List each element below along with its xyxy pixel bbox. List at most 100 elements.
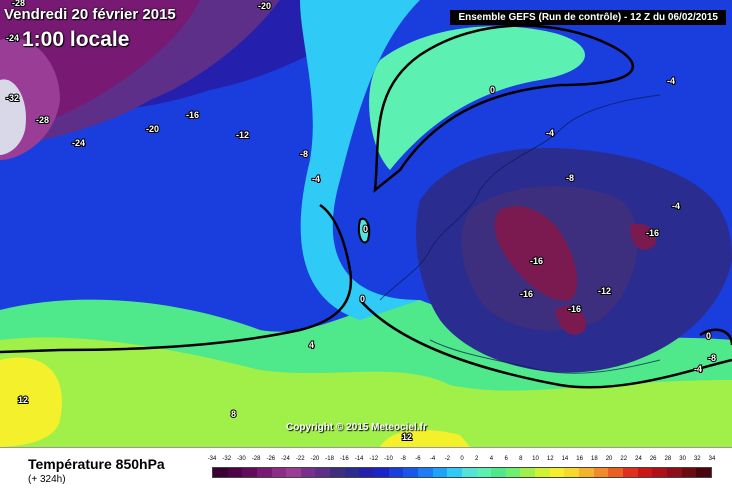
scale-tick-label: 8 xyxy=(519,456,523,462)
contour-label: 0 xyxy=(706,331,711,341)
scale-swatch xyxy=(227,468,243,477)
scale-tick-label: 6 xyxy=(504,456,508,462)
scale-swatch xyxy=(666,468,682,477)
scale-swatch xyxy=(608,468,623,477)
contour-label: -28 xyxy=(12,0,25,8)
contour-label: 12 xyxy=(402,432,412,442)
scale-tick-label: -12 xyxy=(369,456,379,462)
scale-swatch xyxy=(681,468,697,477)
forecast-date: Vendredi 20 février 2015 xyxy=(4,6,176,23)
scale-tick-label: 12 xyxy=(546,456,554,462)
copyright-notice: Copyright © 2015 Meteociel.fr xyxy=(286,422,427,433)
contour-zero-se xyxy=(699,328,732,346)
contour-label: 12 xyxy=(18,395,28,405)
contour-label: -4 xyxy=(672,201,680,211)
scale-tick-label: 30 xyxy=(679,456,686,462)
contour-zero-north xyxy=(373,24,635,193)
coastline-europe xyxy=(379,94,661,374)
scale-tick-label: -4 xyxy=(429,456,436,462)
scale-tick-label: -16 xyxy=(340,456,349,462)
contour-label: 0 xyxy=(490,85,495,95)
scale-tick-label: -6 xyxy=(415,456,421,462)
contour-label: -28 xyxy=(36,115,49,125)
scale-swatch xyxy=(491,468,506,477)
contour-label: 8 xyxy=(231,409,236,419)
model-run-info: Ensemble GEFS (Run de contrôle) - 12 Z d… xyxy=(450,10,726,25)
contour-label: -16 xyxy=(568,304,581,314)
contour-label: 0 xyxy=(363,224,368,234)
scale-swatch xyxy=(213,468,228,477)
forecast-time: 1:00 locale xyxy=(22,28,130,51)
warm-zone-12 xyxy=(0,357,62,447)
scale-swatch xyxy=(622,468,638,477)
contour-label: -8 xyxy=(300,149,308,159)
scale-swatch xyxy=(696,468,711,477)
scale-tick-label: 2 xyxy=(475,456,479,462)
scale-swatch xyxy=(300,468,316,477)
contour-label: -24 xyxy=(6,33,19,43)
contour-label: -16 xyxy=(646,228,659,238)
scale-swatch xyxy=(359,468,375,477)
scale-swatch xyxy=(271,468,287,477)
temperature-map: -28 -20 -24 -32 -28 -24 -20 -16 -12 -8 -… xyxy=(0,0,732,447)
cold-core-greenland xyxy=(0,79,26,155)
contour-label: -4 xyxy=(694,364,702,374)
scale-swatch xyxy=(535,468,550,477)
contour-label: -12 xyxy=(598,286,611,296)
color-scale xyxy=(212,467,712,478)
scale-tick-label: 20 xyxy=(605,456,613,462)
scale-swatch xyxy=(549,468,565,477)
scale-tick-label: -32 xyxy=(222,456,232,462)
scale-tick-label: -10 xyxy=(384,456,393,462)
scale-swatch xyxy=(344,468,360,477)
scale-swatch xyxy=(330,468,345,477)
contour-label: -16 xyxy=(186,110,199,120)
scale-swatch xyxy=(403,468,418,477)
scale-tick-label: -20 xyxy=(310,456,320,462)
contour-zero-east xyxy=(359,299,732,389)
scale-tick-label: -18 xyxy=(325,456,334,462)
scale-swatch xyxy=(476,468,492,477)
scale-swatch xyxy=(579,468,594,477)
scale-swatch xyxy=(505,468,521,477)
scale-swatch xyxy=(432,468,448,477)
scale-swatch xyxy=(564,468,580,477)
ridge-cyan xyxy=(300,0,420,320)
contour-label: -24 xyxy=(72,138,85,148)
scale-tick-label: 18 xyxy=(591,456,598,462)
scale-tick-label: 28 xyxy=(664,456,672,462)
scale-swatch xyxy=(374,468,389,477)
contour-label: 0 xyxy=(360,294,365,304)
scale-tick-label: -22 xyxy=(295,456,305,462)
cold-core-europe-2 xyxy=(630,223,656,250)
cold-core-europe-1 xyxy=(494,205,578,301)
warm-zone-12b xyxy=(380,429,470,447)
scale-tick-label: 26 xyxy=(649,456,657,462)
color-scale-ticks: -34 -32 -30 -28 -26 -24 -22 -20 -18 -16 -14 -12 -10-… xyxy=(208,456,716,466)
scale-swatch xyxy=(520,468,536,477)
scale-swatch xyxy=(256,468,272,477)
scale-tick-label: -34 xyxy=(207,456,217,462)
contour-label: -8 xyxy=(566,173,574,183)
contour-label: -12 xyxy=(236,130,249,140)
scale-tick-label: -2 xyxy=(444,456,450,462)
scale-tick-label: 22 xyxy=(620,456,628,462)
contour-label: 4 xyxy=(309,340,314,350)
contour-labels: -28 -20 -24 -32 -28 -24 -20 -16 -12 -8 -… xyxy=(5,0,717,443)
contour-label: -4 xyxy=(312,174,320,184)
contour-label: -16 xyxy=(530,256,543,266)
legend-bar: Température 850hPa (+ 324h) -34 -32 -30 -28… xyxy=(0,447,732,489)
scale-tick-label: 4 xyxy=(489,456,494,462)
scale-swatch xyxy=(637,468,653,477)
green-blob xyxy=(369,26,585,170)
lead-time: (+ 324h) xyxy=(28,474,66,485)
scale-tick-label: -26 xyxy=(266,456,276,462)
scale-tick-label: -24 xyxy=(281,456,290,462)
cold-core-europe-3 xyxy=(555,306,586,335)
scale-swatch xyxy=(593,468,609,477)
scale-swatch xyxy=(461,468,477,477)
contour-zero-west xyxy=(0,203,353,354)
scale-swatch xyxy=(315,468,331,477)
scale-swatch xyxy=(417,468,433,477)
